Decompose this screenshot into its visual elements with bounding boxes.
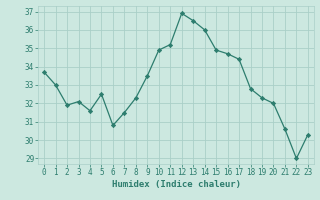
X-axis label: Humidex (Indice chaleur): Humidex (Indice chaleur) <box>111 180 241 189</box>
